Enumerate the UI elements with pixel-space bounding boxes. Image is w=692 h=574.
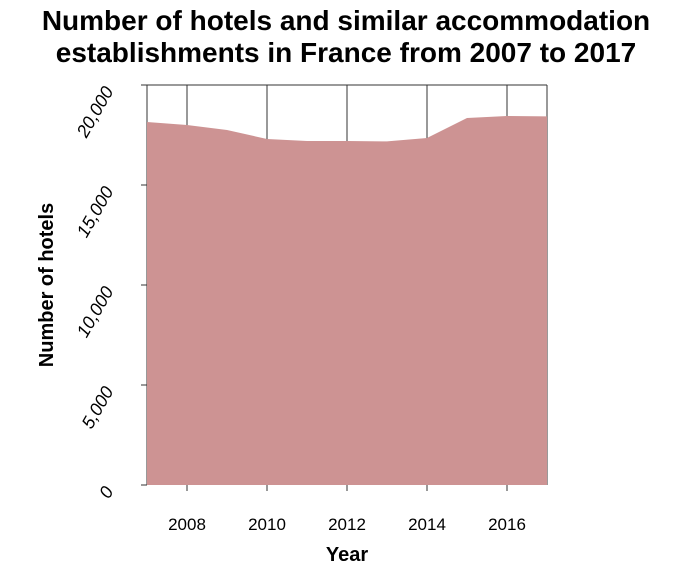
x-tick-label-2012: 2012 xyxy=(328,515,366,534)
y-tick-label-0: 0 xyxy=(95,483,117,502)
area-layer xyxy=(147,116,547,485)
x-axis-label: Year xyxy=(326,544,368,566)
y-axis-label: Number of hotels xyxy=(36,203,58,367)
x-tick-label-2010: 2010 xyxy=(248,515,286,534)
y-tick-label-5000: 5,000 xyxy=(78,383,118,432)
y-tick-label-15000: 15,000 xyxy=(73,183,118,241)
area-series xyxy=(147,116,547,485)
y-tick-label-10000: 10,000 xyxy=(73,283,118,341)
y-tick-label-20000: 20,000 xyxy=(72,83,117,142)
chart-title-line-1: Number of hotels and similar accommodati… xyxy=(42,5,650,36)
x-tick-label-2008: 2008 xyxy=(168,515,206,534)
tick-layer: 2008 2010 2012 2014 2016 0 5,000 10,000 15,000 20… xyxy=(72,83,526,534)
chart-title-line-2: establishments in France from 2007 to 20… xyxy=(56,37,636,68)
x-tick-label-2016: 2016 xyxy=(488,515,526,534)
x-tick-label-2014: 2014 xyxy=(408,515,446,534)
